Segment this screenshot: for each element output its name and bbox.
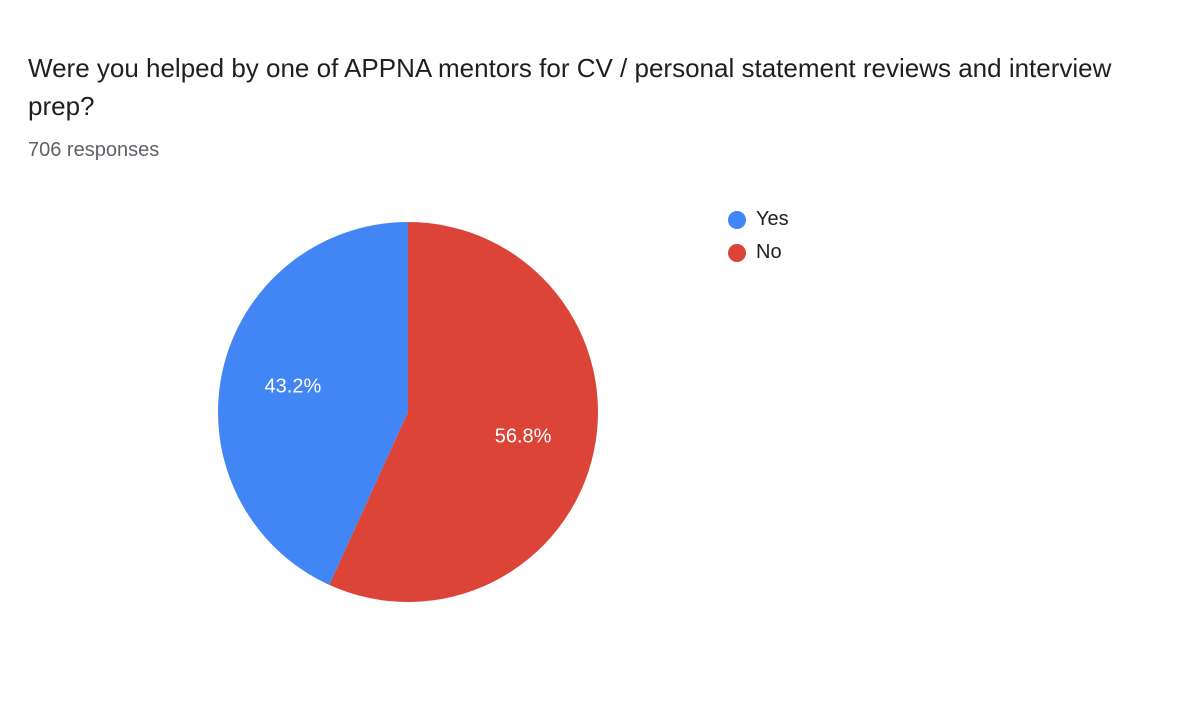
responses-count: 706 responses — [28, 139, 1164, 162]
question-text: Were you helped by one of APPNA mentors … — [28, 50, 1164, 125]
pie-chart: 56.8%43.2% — [28, 172, 728, 642]
legend-swatch-no — [728, 244, 746, 262]
legend-item-yes[interactable]: Yes — [728, 208, 789, 231]
legend: Yes No — [728, 208, 789, 264]
chart-row: 56.8%43.2% Yes No — [28, 172, 1164, 682]
legend-label-yes: Yes — [756, 208, 789, 231]
survey-chart-card: Were you helped by one of APPNA mentors … — [0, 0, 1200, 702]
pie-svg — [28, 172, 728, 642]
legend-swatch-yes — [728, 211, 746, 229]
legend-label-no: No — [756, 241, 782, 264]
legend-item-no[interactable]: No — [728, 241, 789, 264]
